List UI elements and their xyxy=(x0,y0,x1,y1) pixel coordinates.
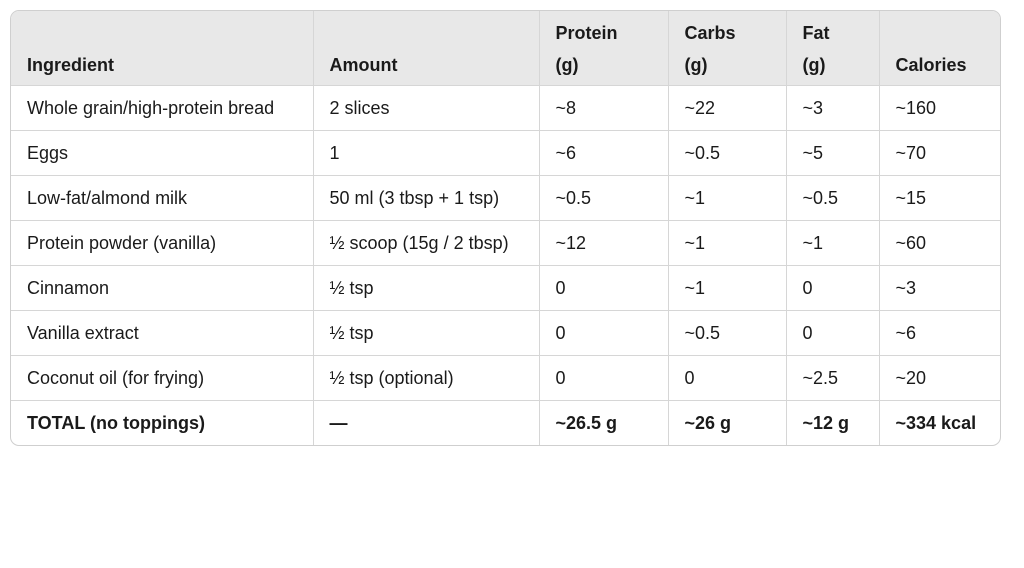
cell-calories: ~3 xyxy=(879,265,1000,311)
table-header-row: Ingredient Amount Protein (g) Carbs (g) Fa… xyxy=(11,11,1000,86)
cell-ingredient: Low-fat/almond milk xyxy=(11,175,314,221)
header-fat: Fat (g) xyxy=(786,11,880,86)
table-row: Vanilla extract ½ tsp 0 ~0.5 0 ~6 xyxy=(11,310,1000,356)
header-amount: Amount xyxy=(313,11,540,86)
cell-amount: ½ tsp xyxy=(313,265,540,311)
header-protein: Protein (g) xyxy=(539,11,669,86)
cell-protein: ~8 xyxy=(539,85,669,131)
cell-protein: ~12 xyxy=(539,220,669,266)
cell-amount: 2 slices xyxy=(313,85,540,131)
cell-ingredient: Eggs xyxy=(11,130,314,176)
table-row: Eggs 1 ~6 ~0.5 ~5 ~70 xyxy=(11,130,1000,176)
cell-fat: ~3 xyxy=(786,85,880,131)
cell-carbs: ~0.5 xyxy=(668,130,787,176)
cell-protein: 0 xyxy=(539,265,669,311)
cell-fat: 0 xyxy=(786,310,880,356)
cell-calories: ~60 xyxy=(879,220,1000,266)
cell-amount: ½ scoop (15g / 2 tbsp) xyxy=(313,220,540,266)
cell-carbs: ~1 xyxy=(668,265,787,311)
nutrition-table: Ingredient Amount Protein (g) Carbs (g) Fa… xyxy=(11,11,1000,445)
cell-fat: ~1 xyxy=(786,220,880,266)
cell-amount: 50 ml (3 tbsp + 1 tsp) xyxy=(313,175,540,221)
cell-calories: ~160 xyxy=(879,85,1000,131)
cell-calories: ~70 xyxy=(879,130,1000,176)
total-row: TOTAL (no toppings) — ~26.5 g ~26 g ~12 … xyxy=(11,400,1000,445)
total-carbs: ~26 g xyxy=(668,400,787,445)
cell-protein: 0 xyxy=(539,310,669,356)
total-amount: — xyxy=(313,400,540,445)
cell-protein: ~0.5 xyxy=(539,175,669,221)
table-row: Whole grain/high-protein bread 2 slices … xyxy=(11,85,1000,131)
cell-ingredient: Cinnamon xyxy=(11,265,314,311)
cell-amount: 1 xyxy=(313,130,540,176)
cell-calories: ~6 xyxy=(879,310,1000,356)
cell-ingredient: Whole grain/high-protein bread xyxy=(11,85,314,131)
cell-ingredient: Vanilla extract xyxy=(11,310,314,356)
cell-fat: 0 xyxy=(786,265,880,311)
cell-protein: 0 xyxy=(539,355,669,401)
cell-carbs: 0 xyxy=(668,355,787,401)
nutrition-table-container: Ingredient Amount Protein (g) Carbs (g) Fa… xyxy=(10,10,1001,446)
cell-carbs: ~22 xyxy=(668,85,787,131)
header-ingredient: Ingredient xyxy=(11,11,314,86)
header-calories: Calories xyxy=(879,11,1000,86)
cell-calories: ~15 xyxy=(879,175,1000,221)
cell-protein: ~6 xyxy=(539,130,669,176)
total-fat: ~12 g xyxy=(786,400,880,445)
cell-fat: ~2.5 xyxy=(786,355,880,401)
cell-amount: ½ tsp (optional) xyxy=(313,355,540,401)
total-calories: ~334 kcal xyxy=(895,413,977,433)
cell-fat: ~5 xyxy=(786,130,880,176)
table-row: Coconut oil (for frying) ½ tsp (optional… xyxy=(11,355,1000,401)
cell-carbs: ~1 xyxy=(668,220,787,266)
cell-carbs: ~0.5 xyxy=(668,310,787,356)
table-row: Protein powder (vanilla) ½ scoop (15g / … xyxy=(11,220,1000,266)
total-label: TOTAL (no toppings) xyxy=(11,400,314,445)
cell-calories: ~20 xyxy=(879,355,1000,401)
cell-fat: ~0.5 xyxy=(786,175,880,221)
header-carbs: Carbs (g) xyxy=(668,11,787,86)
table-row: Low-fat/almond milk 50 ml (3 tbsp + 1 ts… xyxy=(11,175,1000,221)
cell-amount: ½ tsp xyxy=(313,310,540,356)
cell-ingredient: Coconut oil (for frying) xyxy=(11,355,314,401)
table-row: Cinnamon ½ tsp 0 ~1 0 ~3 xyxy=(11,265,1000,311)
cell-carbs: ~1 xyxy=(668,175,787,221)
cell-ingredient: Protein powder (vanilla) xyxy=(11,220,314,266)
total-protein: ~26.5 g xyxy=(539,400,669,445)
